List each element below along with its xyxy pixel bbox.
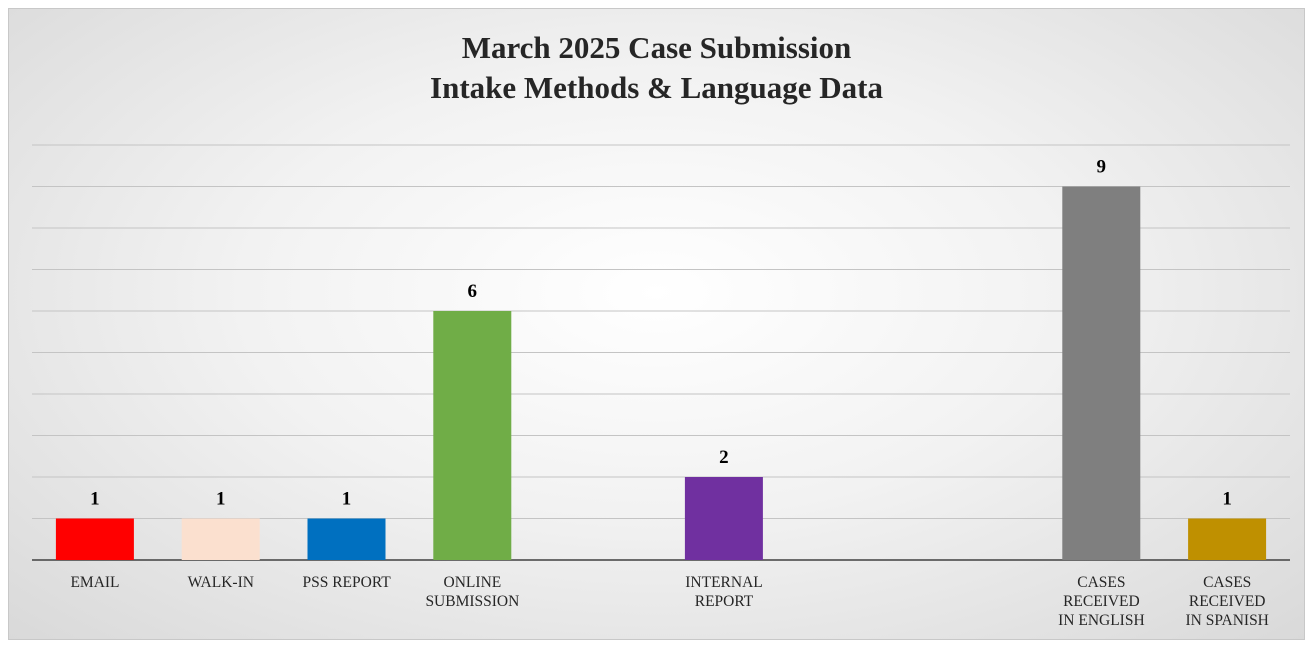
- x-tick-label: CASES RECEIVED IN SPANISH: [1185, 574, 1269, 629]
- x-tick-label: INTERNAL REPORT: [685, 574, 763, 610]
- bar: [433, 311, 512, 560]
- bar: [181, 518, 260, 560]
- x-tick-label: ONLINE SUBMISSION: [425, 574, 520, 610]
- data-label: 6: [468, 281, 478, 302]
- data-label: 1: [216, 489, 226, 510]
- bar: [55, 518, 134, 560]
- data-label: 1: [342, 489, 352, 510]
- x-tick-label: PSS REPORT: [302, 574, 391, 591]
- bar: [684, 477, 763, 560]
- chart-title: March 2025 Case Submission Intake Method…: [430, 30, 883, 105]
- x-tick-label: EMAIL: [70, 574, 120, 591]
- data-label: 9: [1097, 157, 1107, 178]
- data-label: 2: [719, 447, 729, 468]
- x-tick-label: WALK-IN: [187, 574, 254, 591]
- bar: [307, 518, 386, 560]
- bar: [1062, 186, 1141, 560]
- data-label: 1: [1222, 489, 1232, 510]
- bar: [1188, 518, 1267, 560]
- x-tick-label: CASES RECEIVED IN ENGLISH: [1058, 574, 1145, 629]
- data-label: 1: [90, 489, 100, 510]
